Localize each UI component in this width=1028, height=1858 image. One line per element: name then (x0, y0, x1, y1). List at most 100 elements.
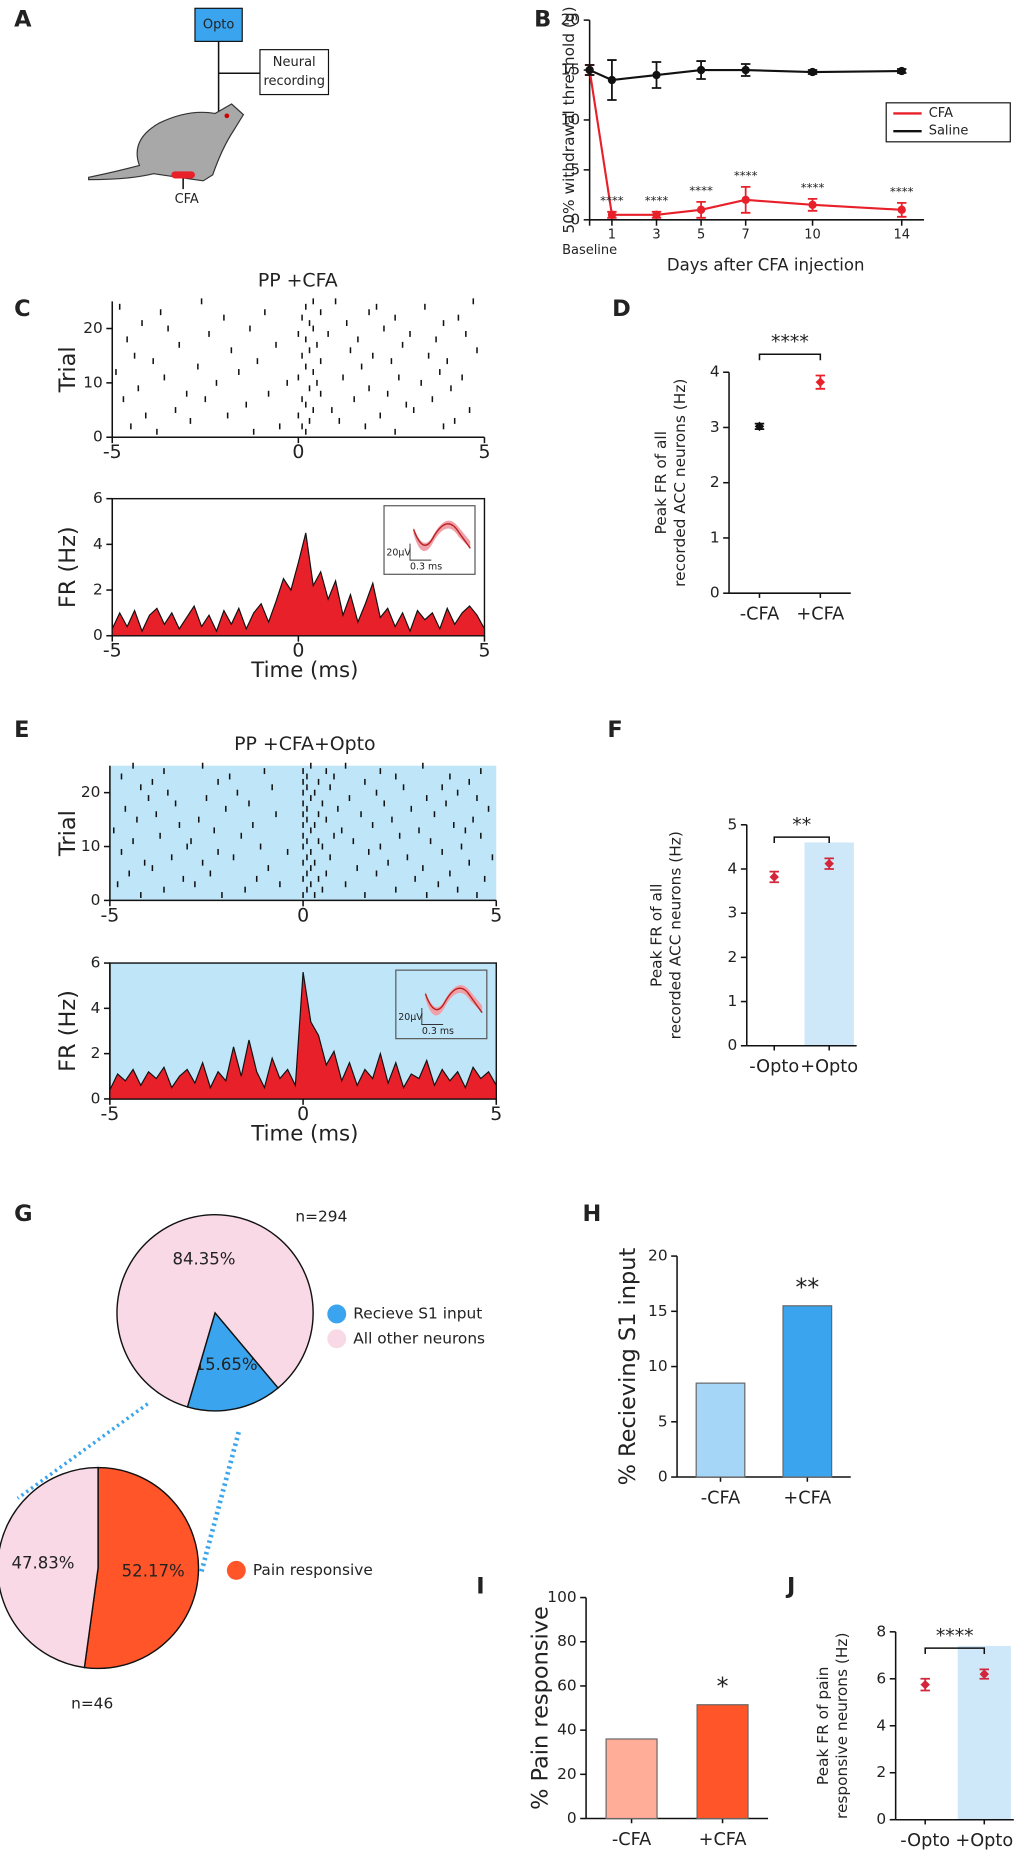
data-point (607, 75, 617, 85)
x-tick-label: -Opto (900, 1831, 950, 1851)
data-point (741, 65, 750, 75)
y-tick-label: 0 (93, 626, 103, 644)
y-tick-label: 20 (557, 1765, 577, 1783)
data-point (897, 205, 906, 214)
y-tick-label: 3 (710, 418, 720, 436)
pie-slice (116, 1214, 314, 1408)
y-tick-label: 20 (648, 1247, 668, 1265)
data-point (652, 210, 661, 219)
x-axis-label: Days after CFA injection (667, 255, 865, 274)
annotation: **** (734, 169, 758, 183)
inset-frame (395, 969, 488, 1040)
y-tick-label: 10 (648, 1357, 668, 1375)
y-axis-label: Peak FR of pain (814, 1666, 832, 1785)
annotation: **** (645, 194, 669, 208)
y-tick-label: 8 (876, 1622, 886, 1640)
pie-slice (83, 1466, 200, 1670)
x-tick-label: 5 (478, 640, 490, 662)
inset-scale (421, 1007, 444, 1025)
panel-letter: H (583, 1201, 602, 1227)
x-tick-label: -5 (103, 640, 122, 662)
x-tick-label: Baseline (562, 243, 617, 258)
panel-letter: E (14, 717, 29, 743)
x-tick-label: -CFA (740, 604, 779, 624)
panel-letter: F (607, 717, 622, 743)
annotation: **** (890, 185, 914, 199)
x-tick-label: 7 (742, 228, 750, 243)
x-tick-label: 0 (297, 904, 309, 926)
recording-label: Neural (273, 55, 316, 70)
legend-swatch (327, 1304, 347, 1324)
x-tick-label: 0 (292, 640, 304, 662)
y-axis-label: responsive neurons (Hz) (833, 1633, 851, 1820)
x-tick-label: +Opto (955, 1831, 1013, 1851)
significance-label: **** (936, 1625, 974, 1647)
y-axis-label: FR (Hz) (55, 990, 81, 1072)
pie-slice (0, 1466, 99, 1669)
mean-marker (979, 1669, 990, 1679)
data-point (585, 65, 594, 75)
y-tick-label: 2 (710, 473, 720, 491)
significance-bracket (773, 836, 830, 844)
rate-area (109, 972, 497, 1100)
data-point (897, 66, 906, 76)
connector-dots (198, 1431, 241, 1575)
y-tick-label: 2 (91, 1044, 101, 1062)
cfa-paw (171, 171, 195, 179)
significance-label: ** (792, 814, 811, 836)
panel-letter: C (14, 296, 30, 322)
x-tick-label: +Opto (800, 1057, 858, 1077)
y-tick-label: 4 (728, 859, 738, 877)
y-tick-label: 6 (876, 1669, 886, 1687)
y-axis-label: Peak FR of all (652, 431, 670, 534)
significance-bracket (924, 1647, 986, 1655)
slice-label: 84.35% (172, 1250, 235, 1269)
data-point (696, 65, 706, 75)
panel-letter: J (785, 1573, 795, 1599)
x-tick-label: 0 (292, 441, 304, 463)
inset-label: 20µV (386, 548, 411, 559)
mean-marker (815, 377, 826, 387)
significance-label: ** (796, 1274, 820, 1302)
data-point (808, 200, 817, 209)
x-axis-label: Time (ms) (250, 1121, 358, 1146)
x-tick-label: -CFA (701, 1488, 740, 1508)
x-tick-label: -5 (100, 1103, 119, 1125)
y-axis-label: Trial (55, 346, 81, 393)
y-tick-label: 40 (557, 1721, 577, 1739)
panel-letter: G (14, 1201, 32, 1227)
inset-frame (383, 505, 476, 575)
y-tick-label: 4 (93, 535, 103, 553)
cfa-label: CFA (175, 192, 199, 207)
data-point (741, 195, 750, 204)
x-axis-label: Time (ms) (250, 658, 358, 683)
data-point (696, 205, 706, 214)
bar (695, 1382, 746, 1478)
inset-waveform (412, 523, 471, 549)
data-point (808, 67, 817, 77)
y-tick-label: 1 (728, 992, 738, 1010)
panel-letter: D (612, 296, 631, 322)
y-axis-label: % Pain responsive (528, 1606, 554, 1810)
y-tick-label: 20 (561, 11, 581, 29)
y-tick-label: 15 (648, 1302, 668, 1320)
x-tick-label: -CFA (612, 1830, 651, 1850)
mean-marker (754, 421, 765, 432)
recording-box (259, 49, 330, 96)
legend-swatch (327, 1329, 347, 1349)
annotation: **** (801, 181, 825, 195)
x-tick-label: +CFA (783, 1488, 831, 1508)
y-axis-label: % Recieving S1 input (615, 1248, 641, 1486)
y-tick-label: 5 (658, 1412, 668, 1430)
y-tick-label: 10 (561, 110, 581, 128)
annotation: **** (600, 194, 624, 208)
y-tick-label: 5 (570, 160, 580, 178)
x-tick-label: 14 (893, 228, 910, 243)
y-tick-label: 100 (547, 1588, 576, 1606)
data-point (607, 210, 617, 219)
panel-letter: B (534, 7, 551, 33)
panel-letter: A (14, 7, 32, 33)
y-tick-label: 4 (91, 999, 101, 1017)
y-axis-label: Trial (55, 810, 81, 857)
